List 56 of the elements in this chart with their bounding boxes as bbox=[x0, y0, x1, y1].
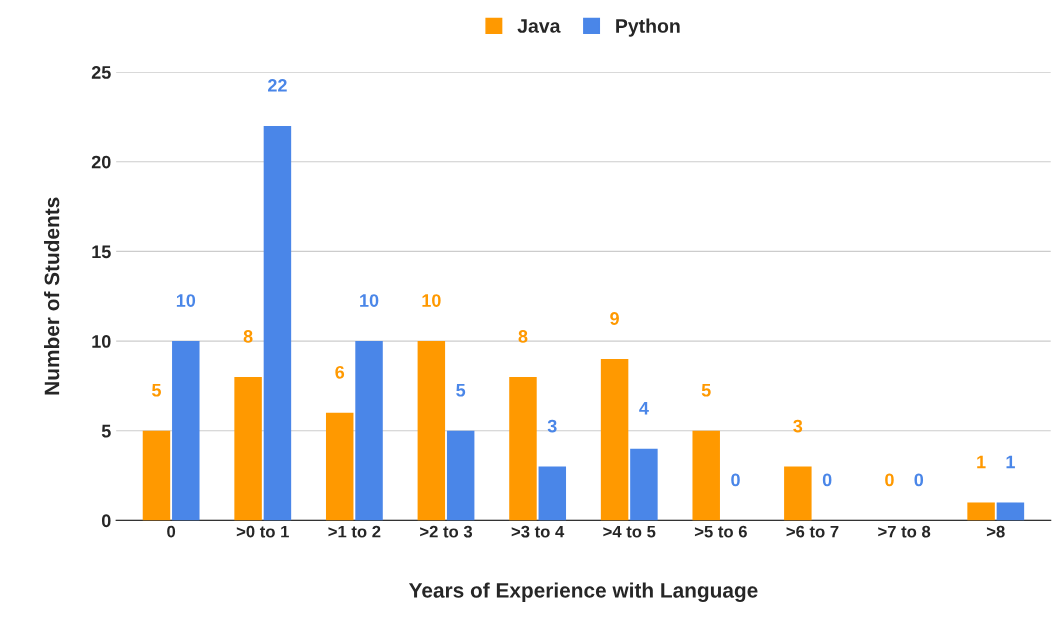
x-tick-label: >8 bbox=[986, 525, 1005, 538]
bar bbox=[784, 466, 812, 521]
legend-label: Java bbox=[517, 19, 561, 33]
data-label: 0 bbox=[822, 473, 832, 487]
x-tick-label: >5 to 6 bbox=[694, 525, 747, 538]
data-label: 5 bbox=[152, 384, 161, 397]
data-label: 5 bbox=[701, 384, 711, 397]
data-label: 0 bbox=[914, 473, 924, 487]
y-tick-label: 20 bbox=[91, 155, 111, 169]
y-tick-label: 25 bbox=[91, 66, 111, 79]
x-tick-label: 0 bbox=[167, 525, 176, 538]
bar bbox=[142, 430, 171, 521]
bar bbox=[355, 341, 383, 521]
data-label: 5 bbox=[456, 384, 466, 397]
bar bbox=[692, 430, 720, 521]
legend-label: Python bbox=[616, 18, 680, 37]
data-label: 4 bbox=[639, 401, 649, 415]
data-label: 22 bbox=[268, 78, 287, 92]
x-tick-label: >4 to 5 bbox=[603, 525, 656, 538]
data-label: 3 bbox=[793, 419, 803, 433]
data-label: 10 bbox=[422, 294, 441, 307]
x-axis-title: Years of Experience with Language bbox=[408, 582, 758, 602]
x-tick-label: >2 to 3 bbox=[420, 525, 473, 538]
x-tick-label: >3 to 4 bbox=[511, 525, 565, 538]
x-tick-label: >1 to 2 bbox=[328, 525, 381, 538]
data-label: 0 bbox=[731, 473, 740, 487]
bar bbox=[234, 376, 262, 521]
y-tick-label: 10 bbox=[92, 335, 111, 348]
bar bbox=[172, 341, 200, 521]
data-label: 8 bbox=[518, 330, 528, 343]
data-label: 9 bbox=[610, 312, 619, 325]
bar bbox=[446, 430, 475, 521]
bar bbox=[417, 341, 446, 521]
bar bbox=[967, 502, 995, 521]
data-label: 10 bbox=[360, 294, 379, 307]
bar bbox=[263, 125, 292, 521]
bar bbox=[325, 412, 354, 521]
x-tick-label: >7 to 8 bbox=[878, 525, 931, 538]
bar bbox=[996, 502, 1025, 521]
bar bbox=[509, 376, 537, 521]
y-tick-label: 15 bbox=[92, 245, 111, 259]
bar bbox=[630, 448, 658, 521]
x-tick-label: >6 to 7 bbox=[786, 525, 839, 538]
x-tick-label: >0 to 1 bbox=[236, 525, 289, 538]
bar bbox=[600, 359, 629, 521]
y-tick-label: 0 bbox=[101, 514, 111, 528]
data-label: 3 bbox=[547, 419, 557, 433]
data-label: 1 bbox=[977, 455, 986, 469]
data-label: 0 bbox=[885, 473, 894, 487]
data-label: 10 bbox=[176, 294, 196, 307]
data-label: 6 bbox=[335, 365, 345, 379]
data-label: 1 bbox=[1006, 455, 1015, 469]
y-tick-label: 5 bbox=[101, 424, 111, 438]
bar bbox=[538, 466, 567, 521]
data-label: 8 bbox=[243, 330, 253, 343]
y-axis-title: Number of Students bbox=[44, 197, 60, 395]
